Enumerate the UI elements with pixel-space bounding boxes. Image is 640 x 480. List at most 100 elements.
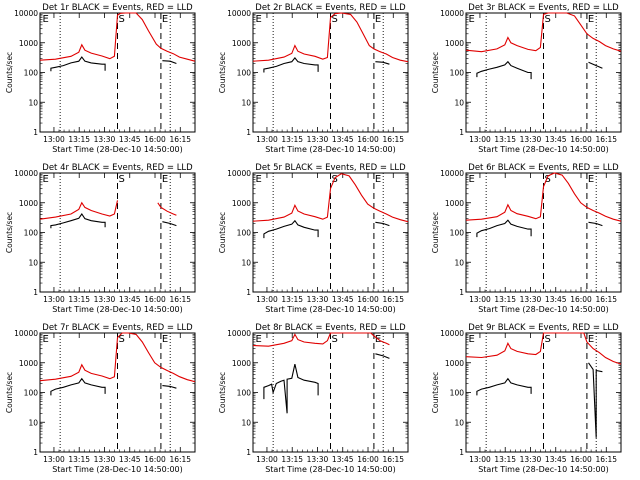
events-series-line (375, 353, 390, 359)
lld-series-line (39, 12, 196, 62)
x-tick-label: 13:00 (469, 455, 491, 464)
lld-series-line (465, 12, 622, 53)
flare-marker-e: E (375, 14, 381, 25)
y-axis-label: Counts/sec (218, 52, 227, 93)
y-tick-label: 10 (454, 258, 464, 267)
x-axis-label: Start Time (28-Dec-10 14:50:00) (52, 305, 183, 314)
y-tick-label: 10000 (227, 9, 251, 18)
y-tick-label: 1 (459, 128, 464, 137)
flare-marker-s: S (332, 14, 338, 25)
x-tick-label: 16:00 (144, 295, 166, 304)
x-tick-label: 16:00 (357, 455, 379, 464)
x-tick-label: 16:15 (169, 455, 191, 464)
flare-marker-e: E (256, 334, 262, 345)
x-tick-label: 16:15 (382, 135, 404, 144)
panel-title: Det 7r BLACK = Events, RED = LLD (42, 323, 193, 333)
events-series-line (162, 385, 177, 389)
x-tick-label: 16:00 (570, 455, 592, 464)
flare-marker-e: E (162, 14, 168, 25)
x-tick-label: 13:30 (307, 295, 329, 304)
x-tick-label: 16:00 (357, 295, 379, 304)
y-tick-label: 100 (450, 69, 465, 78)
x-tick-label: 13:15 (494, 455, 516, 464)
panel-title: Det 2r BLACK = Events, RED = LLD (255, 3, 406, 13)
x-tick-label: 13:45 (332, 455, 354, 464)
x-tick-label: 13:15 (68, 295, 90, 304)
y-tick-label: 1000 (445, 39, 464, 48)
y-tick-label: 10 (241, 98, 251, 107)
x-tick-label: 16:15 (169, 135, 191, 144)
events-series-line (588, 362, 603, 438)
y-tick-label: 1000 (19, 199, 38, 208)
x-tick-label: 13:00 (256, 135, 278, 144)
events-series-line (162, 221, 177, 227)
lld-series-line (39, 200, 119, 220)
x-tick-label: 13:15 (494, 135, 516, 144)
x-tick-label: 13:00 (469, 135, 491, 144)
flare-marker-s: S (119, 174, 125, 185)
events-series-line (476, 219, 532, 238)
y-tick-label: 10000 (14, 329, 38, 338)
x-axis-label: Start Time (28-Dec-10 14:50:00) (265, 305, 396, 314)
flare-marker-e: E (588, 334, 594, 345)
events-series-line (588, 61, 603, 69)
y-tick-label: 1000 (19, 39, 38, 48)
y-tick-label: 10 (241, 258, 251, 267)
y-tick-label: 10 (241, 418, 251, 427)
flare-marker-e: E (162, 334, 168, 345)
y-tick-label: 100 (24, 389, 39, 398)
flare-marker-e: E (469, 14, 475, 25)
panel-title: Det 9r BLACK = Events, RED = LLD (468, 323, 619, 333)
flare-marker-e: E (588, 14, 594, 25)
flare-marker-e: E (256, 174, 262, 185)
flare-marker-e: E (375, 174, 381, 185)
y-tick-label: 100 (237, 229, 252, 238)
x-tick-label: 13:45 (545, 455, 567, 464)
lld-series-line (465, 172, 622, 222)
y-tick-label: 1 (33, 448, 38, 457)
x-tick-label: 13:15 (281, 295, 303, 304)
y-tick-label: 100 (237, 389, 252, 398)
x-tick-label: 16:15 (382, 295, 404, 304)
flare-marker-e: E (469, 334, 475, 345)
x-tick-label: 16:00 (144, 455, 166, 464)
flare-marker-e: E (469, 174, 475, 185)
x-tick-label: 13:30 (94, 295, 116, 304)
x-tick-label: 13:45 (545, 295, 567, 304)
y-tick-label: 1 (459, 448, 464, 457)
x-axis-label: Start Time (28-Dec-10 14:50:00) (265, 145, 396, 154)
y-tick-label: 10000 (440, 9, 464, 18)
lld-series-line (39, 332, 196, 383)
x-tick-label: 13:45 (332, 295, 354, 304)
x-axis-label: Start Time (28-Dec-10 14:50:00) (478, 465, 609, 474)
y-tick-label: 100 (24, 69, 39, 78)
y-tick-label: 1000 (445, 199, 464, 208)
events-series-line (476, 60, 532, 80)
y-tick-label: 1000 (232, 359, 251, 368)
x-tick-label: 16:15 (595, 455, 617, 464)
y-tick-label: 10000 (440, 169, 464, 178)
events-series-line (476, 377, 532, 396)
x-tick-label: 13:15 (281, 135, 303, 144)
events-series-line (375, 61, 390, 65)
y-tick-label: 10000 (440, 329, 464, 338)
y-tick-label: 10 (28, 418, 38, 427)
x-tick-label: 13:00 (469, 295, 491, 304)
y-axis-label: Counts/sec (431, 372, 440, 413)
y-tick-label: 1 (33, 128, 38, 137)
y-axis-label: Counts/sec (218, 212, 227, 253)
flare-marker-e: E (43, 334, 49, 345)
y-axis-label: Counts/sec (5, 212, 14, 253)
y-tick-label: 1 (246, 128, 251, 137)
y-tick-label: 10 (454, 418, 464, 427)
x-tick-label: 13:45 (119, 295, 141, 304)
events-series-line (263, 219, 319, 239)
y-tick-label: 100 (237, 69, 252, 78)
y-tick-label: 1000 (232, 199, 251, 208)
flare-marker-e: E (588, 174, 594, 185)
y-tick-label: 100 (450, 229, 465, 238)
y-tick-label: 10000 (14, 169, 38, 178)
x-tick-label: 13:30 (307, 135, 329, 144)
x-tick-label: 13:45 (119, 455, 141, 464)
